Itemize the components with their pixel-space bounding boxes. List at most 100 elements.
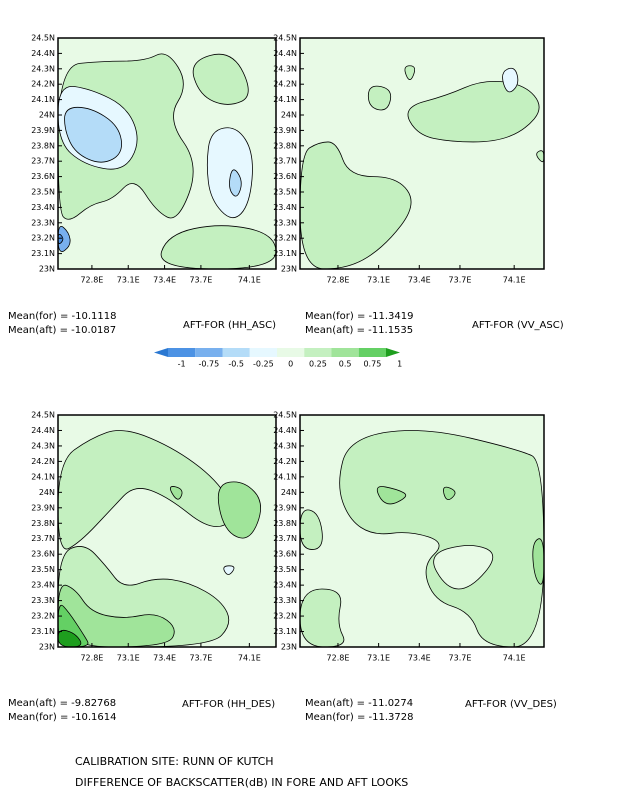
- y-tick-label: 23.8N: [273, 519, 297, 528]
- colorbar-cell: [331, 348, 359, 357]
- plot-frame: [57, 414, 277, 648]
- y-tick-label: 24.1N: [31, 472, 55, 481]
- contour-fill: [407, 80, 540, 143]
- y-tick-label: 23.3N: [31, 218, 55, 227]
- y-tick-label: 23.5N: [31, 188, 55, 197]
- y-tick-label: 24.5N: [31, 34, 55, 43]
- contour-fill: [300, 509, 323, 550]
- y-tick-label: 24.4N: [273, 49, 297, 58]
- colorbar-label: -1: [178, 360, 186, 369]
- y-tick-label: 23.9N: [273, 126, 297, 135]
- y-tick-label: 23.1N: [31, 627, 55, 636]
- colorbar-label: 0: [288, 360, 293, 369]
- y-tick-label: 24.4N: [273, 426, 297, 435]
- x-tick-label: 73.1E: [367, 276, 390, 285]
- y-tick-label: 24.5N: [31, 411, 55, 420]
- panel-title: AFT-FOR (HH_ASC): [183, 320, 276, 331]
- contour-fill: [339, 430, 544, 647]
- x-tick-label: 72.8E: [327, 276, 350, 285]
- mean-annotation: Mean(for) = -10.1614: [8, 712, 117, 723]
- y-tick-label: 24N: [39, 488, 55, 497]
- panel-title: AFT-FOR (VV_ASC): [472, 320, 564, 331]
- contour-fill: [58, 226, 71, 252]
- contour-fill: [58, 430, 233, 550]
- y-tick-label: 23.1N: [31, 249, 55, 258]
- y-tick-label: 23.3N: [31, 596, 55, 605]
- y-tick-label: 23.9N: [31, 503, 55, 512]
- y-tick-label: 23.3N: [273, 218, 297, 227]
- contour-fill: [223, 565, 235, 575]
- contour-field: [58, 38, 276, 269]
- y-tick-label: 23.9N: [273, 503, 297, 512]
- x-tick-label: 73.7E: [189, 276, 212, 285]
- x-tick-label: 73.1E: [117, 654, 140, 663]
- contour-fill: [206, 127, 253, 219]
- y-tick-label: 23N: [281, 265, 297, 274]
- colorbar-label: 0.5: [339, 360, 352, 369]
- x-tick-label: 73.1E: [367, 654, 390, 663]
- contour-field: [300, 415, 544, 647]
- y-tick-label: 24.5N: [273, 411, 297, 420]
- contour-fill: [58, 629, 82, 647]
- x-tick-label: 73.4E: [408, 276, 431, 285]
- contour-field: [300, 38, 544, 269]
- y-tick-label: 23.8N: [31, 519, 55, 528]
- contour-fill: [376, 486, 407, 505]
- y-tick-label: 23N: [39, 265, 55, 274]
- y-tick-label: 23.5N: [31, 565, 55, 574]
- colorbar-label: -0.5: [228, 360, 244, 369]
- y-tick-label: 24.2N: [273, 80, 297, 89]
- contour-fill: [367, 85, 392, 111]
- mean-annotation: Mean(for) = -11.3419: [305, 311, 414, 322]
- plot-frame: [57, 37, 277, 270]
- colorbar-cell: [222, 348, 250, 357]
- y-tick-label: 23N: [281, 643, 297, 652]
- x-tick-label: 73.1E: [117, 276, 140, 285]
- x-tick-label: 74.1E: [238, 654, 261, 663]
- y-tick-label: 24.1N: [31, 95, 55, 104]
- contour-fill: [192, 53, 249, 105]
- plot-frame: [299, 414, 545, 648]
- y-tick-label: 24.4N: [31, 426, 55, 435]
- panel-title: AFT-FOR (HH_DES): [182, 699, 275, 710]
- contour-fill: [433, 545, 494, 590]
- mean-annotation: Mean(for) = -11.3728: [305, 712, 414, 723]
- panel-title: AFT-FOR (VV_DES): [465, 699, 557, 710]
- y-tick-label: 23.8N: [273, 141, 297, 150]
- colorbar-cell: [195, 348, 223, 357]
- x-tick-label: 73.7E: [189, 654, 212, 663]
- colorbar-label: 0.25: [309, 360, 327, 369]
- y-tick-label: 24N: [281, 488, 297, 497]
- y-tick-label: 23.7N: [31, 157, 55, 166]
- y-tick-label: 24.1N: [273, 472, 297, 481]
- y-tick-label: 24.3N: [31, 441, 55, 450]
- footer-line: CALIBRATION SITE: RUNN OF KUTCH: [75, 755, 274, 768]
- mean-annotation: Mean(aft) = -11.0274: [305, 698, 413, 709]
- y-tick-label: 23.5N: [273, 188, 297, 197]
- colorbar-label: 0.75: [363, 360, 381, 369]
- y-tick-label: 24.2N: [31, 457, 55, 466]
- x-tick-label: 73.4E: [153, 654, 176, 663]
- x-tick-label: 73.7E: [449, 654, 472, 663]
- colorbar-cell: [277, 348, 305, 357]
- contour-fill: [300, 588, 345, 647]
- y-tick-label: 23.7N: [273, 157, 297, 166]
- colorbar-label: -0.75: [199, 360, 220, 369]
- mean-annotation: Mean(aft) = -11.1535: [305, 325, 413, 336]
- y-tick-label: 23.2N: [273, 234, 297, 243]
- contour-fill: [64, 106, 122, 163]
- y-tick-label: 23.2N: [31, 234, 55, 243]
- contour-field: [58, 415, 276, 647]
- y-tick-label: 23.3N: [273, 596, 297, 605]
- mean-annotation: Mean(aft) = -10.0187: [8, 325, 116, 336]
- y-tick-label: 23.2N: [31, 612, 55, 621]
- colorbar-label: -0.25: [253, 360, 274, 369]
- mean-annotation: Mean(for) = -10.1118: [8, 311, 117, 322]
- y-tick-label: 23N: [39, 643, 55, 652]
- y-tick-label: 24N: [281, 111, 297, 120]
- y-tick-label: 24.3N: [31, 64, 55, 73]
- x-tick-label: 74.1E: [503, 276, 526, 285]
- footer-line: DIFFERENCE OF BACKSCATTER(dB) IN FORE AN…: [75, 776, 408, 789]
- contour-fill: [300, 141, 412, 269]
